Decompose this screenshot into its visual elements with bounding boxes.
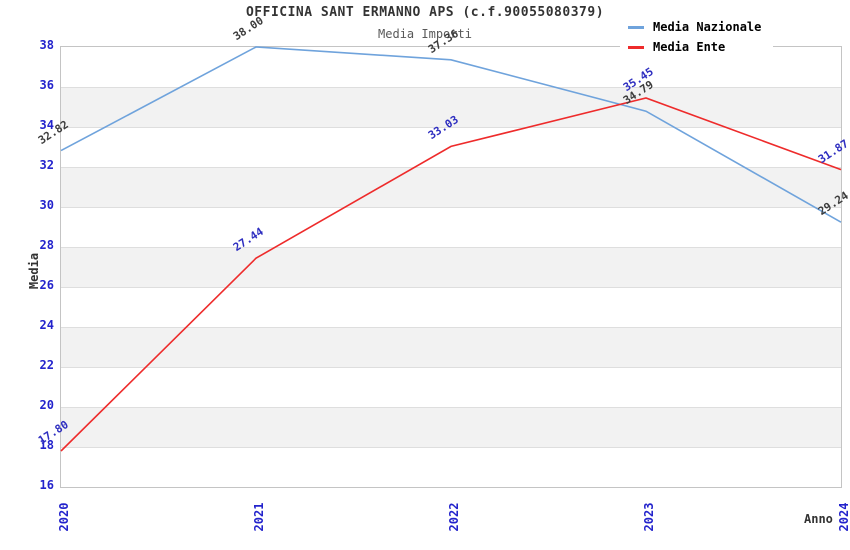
gridline: [61, 447, 841, 448]
legend-swatch: [628, 25, 644, 29]
y-tick-label: 38: [39, 38, 54, 52]
plot-band: [61, 247, 841, 287]
y-tick-label: 18: [39, 438, 54, 452]
chart-title: OFFICINA SANT ERMANNO APS (c.f.900550803…: [245, 5, 605, 20]
x-tick-label: 2023: [642, 502, 656, 532]
plot-band: [61, 407, 841, 447]
x-axis-title: Anno: [804, 512, 833, 526]
series-line-media-ente: [60, 97, 842, 452]
legend-swatch: [628, 45, 644, 49]
plot-area: 32.82 38.00 37.36 34.79 29.24 17.80 27.44 33.03…: [36, 14, 850, 488]
legend: Media Nazionale Media Ente: [620, 10, 774, 64]
y-tick-label: 26: [39, 278, 54, 292]
gridline: [61, 207, 841, 208]
gridline: [61, 167, 841, 168]
gridline: [61, 287, 841, 288]
legend-item-nazionale: Media Nazionale: [628, 17, 761, 37]
gridline: [61, 367, 841, 368]
y-tick-label: 36: [39, 78, 54, 92]
plot-band: [61, 327, 841, 367]
x-tick-label: 2022: [447, 502, 461, 532]
gridline: [61, 247, 841, 248]
chart-subtitle: Media Importi: [378, 27, 472, 41]
series-line-media-nazionale: [60, 46, 842, 223]
x-tick-label: 2021: [252, 502, 266, 532]
legend-item-ente: Media Ente: [628, 37, 761, 57]
y-tick-label: 30: [39, 198, 54, 212]
y-tick-label: 32: [39, 158, 54, 172]
y-axis-title: Media: [27, 252, 42, 290]
y-tick-label: 16: [39, 478, 54, 492]
y-tick-label: 24: [39, 318, 54, 332]
plot-band: [61, 167, 841, 207]
gridline: [61, 327, 841, 328]
x-tick-label: 2024: [837, 502, 850, 532]
series-lines: [60, 46, 842, 452]
y-tick-label: 28: [39, 238, 54, 252]
y-tick-label: 20: [39, 398, 54, 412]
y-tick-label: 34: [39, 118, 54, 132]
gridline: [61, 87, 841, 88]
x-tick-label: 2020: [57, 502, 71, 532]
y-tick-label: 22: [39, 358, 54, 372]
gridline: [61, 127, 841, 128]
plot-band: [61, 87, 841, 127]
gridline: [61, 407, 841, 408]
legend-label: Media Ente: [653, 40, 726, 54]
legend-label: Media Nazionale: [653, 20, 762, 34]
